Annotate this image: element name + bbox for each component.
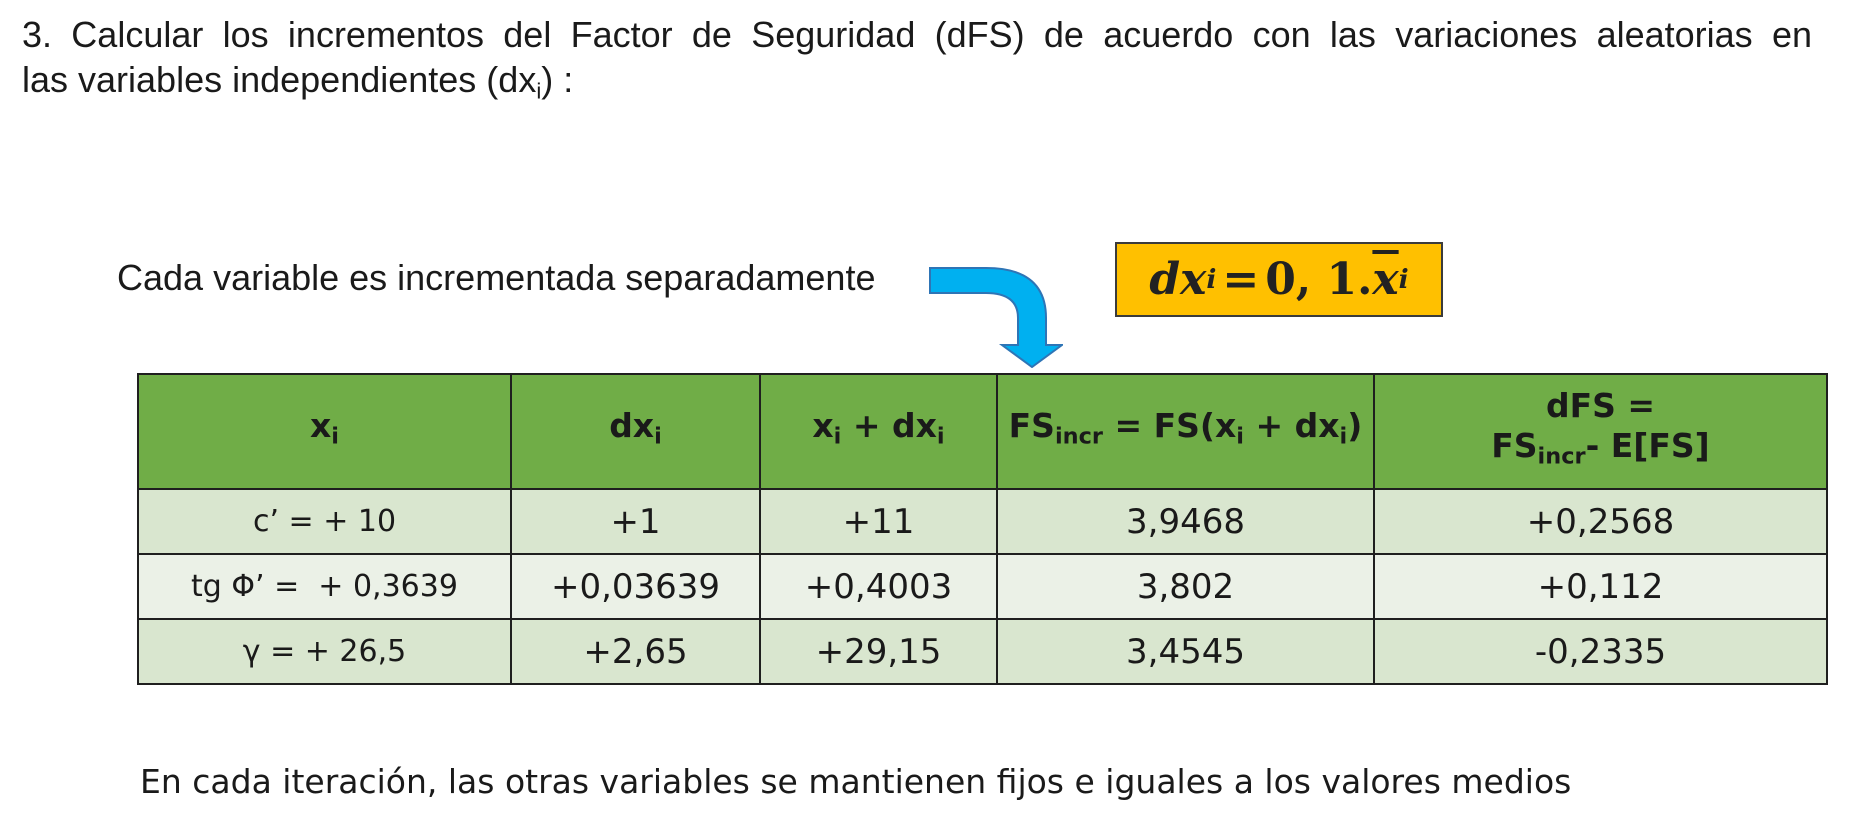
cell-x-plus-dx: +29,15: [759, 618, 998, 685]
header-dfs: dFS = FSincr- E[FS]: [1373, 373, 1828, 490]
cell-variable: c’ = + 10: [137, 488, 512, 555]
cell-x-plus-dx: +11: [759, 488, 998, 555]
header-dxi: dxi: [510, 373, 761, 490]
table-row: tg Φ’ = + 0,3639 +0,03639 +0,4003 3,802 …: [137, 553, 1828, 620]
curved-arrow-down-icon: [929, 267, 1063, 368]
cell-fs-incr: 3,802: [996, 553, 1375, 620]
cell-dx: +0,03639: [510, 553, 761, 620]
formula-equals: =: [1222, 254, 1260, 305]
increments-table: xi dxi xi + dxi FSincr = FS(xi + dxi) dF…: [137, 373, 1828, 685]
iteration-note: En cada iteración, las otras variables s…: [140, 762, 1572, 801]
cell-fs-incr: 3,9468: [996, 488, 1375, 555]
heading-line-2-text: las variables independientes (dx: [22, 59, 537, 100]
formula-coefficient: 0, 1.: [1265, 254, 1373, 305]
cell-dx: +2,65: [510, 618, 761, 685]
increment-note: Cada variable es incrementada separadame…: [117, 257, 876, 298]
header-xi: xi: [137, 373, 512, 490]
cell-x-plus-dx: +0,4003: [759, 553, 998, 620]
heading-line-1: 3. Calcular los incrementos del Factor d…: [22, 14, 1812, 55]
cell-dfs: -0,2335: [1373, 618, 1828, 685]
heading-line-2: las variables independientes (dxi) :: [22, 57, 1812, 114]
formula-rhs-sub: i: [1398, 264, 1409, 295]
cell-variable: γ = + 26,5: [137, 618, 512, 685]
cell-variable: tg Φ’ = + 0,3639: [137, 553, 512, 620]
heading-subscript: i: [536, 78, 542, 104]
header-xi-plus-dxi: xi + dxi: [759, 373, 998, 490]
cell-dfs: +0,2568: [1373, 488, 1828, 555]
section-heading: 3. Calcular los incrementos del Factor d…: [22, 12, 1812, 114]
formula-lhs-sub: i: [1206, 264, 1217, 295]
header-fs-incr: FSincr = FS(xi + dxi): [996, 373, 1375, 490]
cell-dfs: +0,112: [1373, 553, 1828, 620]
cell-dx: +1: [510, 488, 761, 555]
cell-fs-incr: 3,4545: [996, 618, 1375, 685]
table-header-row: xi dxi xi + dxi FSincr = FS(xi + dxi) dF…: [137, 373, 1828, 490]
formula-rhs-var: x: [1372, 254, 1399, 305]
formula-lhs-var: dx: [1149, 254, 1207, 305]
table-row: c’ = + 10 +1 +11 3,9468 +0,2568: [137, 488, 1828, 555]
heading-line-2-end: ) :: [541, 59, 574, 100]
formula-box: dx i = 0, 1. x i: [1115, 242, 1443, 317]
table-row: γ = + 26,5 +2,65 +29,15 3,4545 -0,2335: [137, 618, 1828, 685]
